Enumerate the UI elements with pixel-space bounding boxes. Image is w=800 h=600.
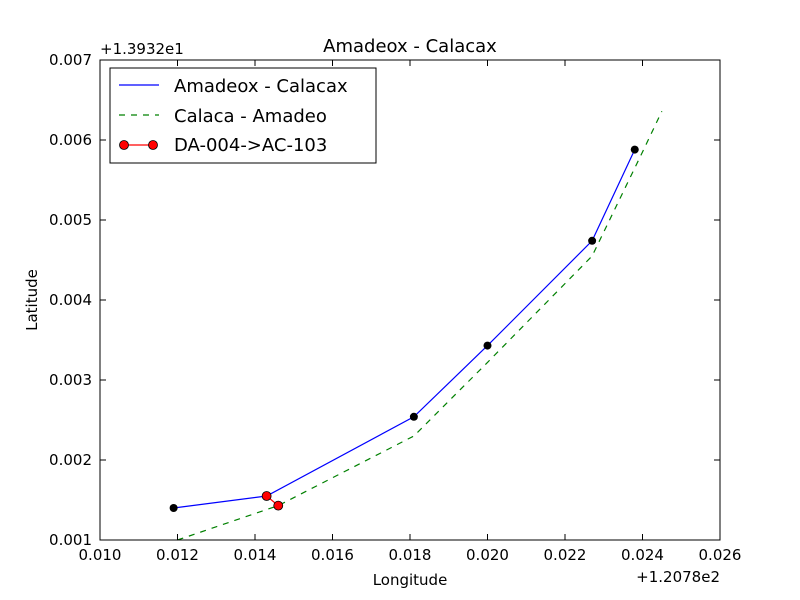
y-tick-label: 0.003 [49,371,92,389]
y-tick-label: 0.006 [49,131,92,149]
x-axis-label: Longitude [373,571,448,589]
legend-label-series-2: Calaca - Amadeo [174,106,327,127]
x-tick-label: 0.016 [311,546,354,564]
legend-marker-series-3 [148,140,158,150]
black-point-marker [169,504,178,512]
y-tick-label: 0.002 [49,451,92,469]
series-line-amadeox-calacax [173,149,636,509]
y-axis-label: Latitude [23,269,41,331]
legend-label-series-3: DA-004->AC-103 [174,135,327,156]
x-tick-label: 0.026 [699,546,742,564]
chart-title: Amadeox - Calacax [323,36,497,57]
black-point-marker [409,412,418,421]
x-tick-label: 0.020 [466,546,509,564]
black-point-marker [630,145,639,154]
y-tick-label: 0.001 [49,531,92,549]
plot-content [169,110,663,541]
red-point-marker [261,491,272,501]
legend-marker-series-3 [119,140,129,150]
x-tick-label: 0.022 [544,546,587,564]
x-offset-label: +1.2078e2 [636,568,720,586]
x-tick-label: 0.012 [156,546,199,564]
legend-label-series-1: Amadeox - Calacax [174,76,348,97]
y-offset-label: +1.3932e1 [100,40,184,58]
series-line-calaca-amadeo [177,110,663,541]
y-tick-label: 0.007 [49,51,92,69]
black-point-marker [588,236,597,245]
x-tick-label: 0.014 [234,546,277,564]
x-tick-label: 0.010 [79,546,122,564]
y-tick-label: 0.005 [49,211,92,229]
red-point-marker [273,500,284,511]
y-tick-label: 0.004 [49,291,92,309]
x-tick-label: 0.024 [621,546,664,564]
legend: Amadeox - Calacax Calaca - Amadeo DA-004… [109,67,377,164]
axis-ticks: 0.010 0.012 0.014 0.016 0.018 0.020 0.022 0.024… [49,51,741,564]
black-point-marker [483,341,492,350]
x-tick-label: 0.018 [389,546,432,564]
